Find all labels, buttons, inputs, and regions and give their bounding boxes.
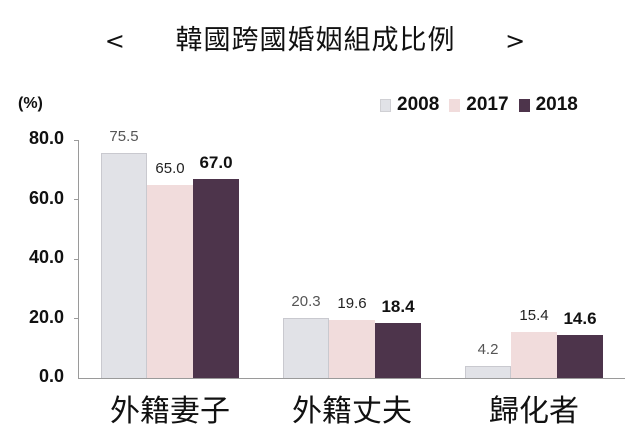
value-label: 19.6 xyxy=(337,295,367,312)
legend-item-2017: 2017 xyxy=(449,94,509,116)
value-label: 65.0 xyxy=(155,160,185,177)
prev-arrow-button[interactable]: < xyxy=(104,27,126,55)
y-axis-unit: (%) xyxy=(18,95,43,112)
value-label: 20.3 xyxy=(291,293,321,310)
value-label: 75.5 xyxy=(109,128,139,145)
bar-2017 xyxy=(329,320,375,378)
chart-title: 韓國跨國婚姻組成比例 xyxy=(175,25,456,56)
legend: 2008 2017 2018 xyxy=(380,94,588,116)
legend-label: 2017 xyxy=(466,94,509,115)
bar-2018 xyxy=(375,323,421,378)
value-label: 18.4 xyxy=(381,297,415,316)
y-tick-label: 0.0 xyxy=(38,366,64,386)
x-category-label: 歸化者 xyxy=(489,394,579,429)
bar-2017 xyxy=(511,332,557,378)
bar-2018 xyxy=(193,179,239,378)
y-tick-label: 40.0 xyxy=(28,247,64,267)
legend-label: 2018 xyxy=(535,94,578,115)
y-axis-line xyxy=(78,140,79,378)
value-label: 14.6 xyxy=(563,309,597,328)
next-arrow-button[interactable]: > xyxy=(505,27,527,55)
bar-2008 xyxy=(101,153,147,378)
value-label: 67.0 xyxy=(199,153,233,172)
bar-2008 xyxy=(283,318,329,378)
bar-2008 xyxy=(465,366,511,378)
chart-title-bar: < 韓國跨國婚姻組成比例 > xyxy=(0,18,631,57)
legend-swatch-2008 xyxy=(380,98,391,112)
y-tick xyxy=(74,140,78,141)
legend-item-2018: 2018 xyxy=(518,94,578,116)
y-tick-label: 60.0 xyxy=(28,188,64,208)
value-label: 4.2 xyxy=(477,341,499,358)
y-tick-label: 80.0 xyxy=(28,128,64,148)
x-axis-line xyxy=(78,378,625,379)
y-tick xyxy=(74,199,78,200)
y-tick-label: 20.0 xyxy=(28,307,64,327)
x-category-label: 外籍丈夫 xyxy=(292,394,412,429)
bar-2018 xyxy=(557,335,603,378)
value-label: 15.4 xyxy=(519,307,549,324)
y-tick xyxy=(74,318,78,319)
x-category-label: 外籍妻子 xyxy=(110,394,230,429)
legend-swatch-2018 xyxy=(518,98,530,112)
legend-label: 2008 xyxy=(397,94,440,115)
legend-swatch-2017 xyxy=(449,98,461,112)
legend-item-2008: 2008 xyxy=(380,94,439,116)
y-tick xyxy=(74,259,78,260)
bar-2017 xyxy=(147,185,193,378)
